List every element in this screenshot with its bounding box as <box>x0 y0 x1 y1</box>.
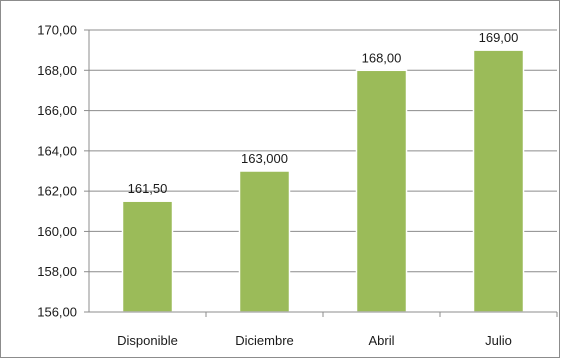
labels: 156,00 158,00 160,00 162,00 164,00 166,00 168,… <box>37 23 518 349</box>
bar <box>355 69 408 313</box>
y-tick-label: 160,00 <box>37 224 77 239</box>
data-label: 168,00 <box>362 50 402 65</box>
data-label: 169,00 <box>479 30 519 45</box>
bar <box>238 170 291 313</box>
y-tick-label: 158,00 <box>37 264 77 279</box>
bar <box>472 49 525 313</box>
x-tick-label: Disponible <box>117 333 178 348</box>
y-tick-label: 168,00 <box>37 63 77 78</box>
y-tick-label: 162,00 <box>37 184 77 199</box>
y-tick-label: 166,00 <box>37 103 77 118</box>
data-label: 161,50 <box>128 181 168 196</box>
bar <box>121 200 174 313</box>
y-tick-label: 164,00 <box>37 143 77 158</box>
bars <box>121 49 525 313</box>
axes <box>84 29 558 317</box>
y-tick-label: 156,00 <box>37 305 77 320</box>
y-tick-label: 170,00 <box>37 23 77 38</box>
x-tick-label: Julio <box>485 333 512 348</box>
x-tick-label: Abril <box>368 333 394 348</box>
x-tick-label: Diciembre <box>235 333 294 348</box>
data-label: 163,000 <box>241 151 288 166</box>
